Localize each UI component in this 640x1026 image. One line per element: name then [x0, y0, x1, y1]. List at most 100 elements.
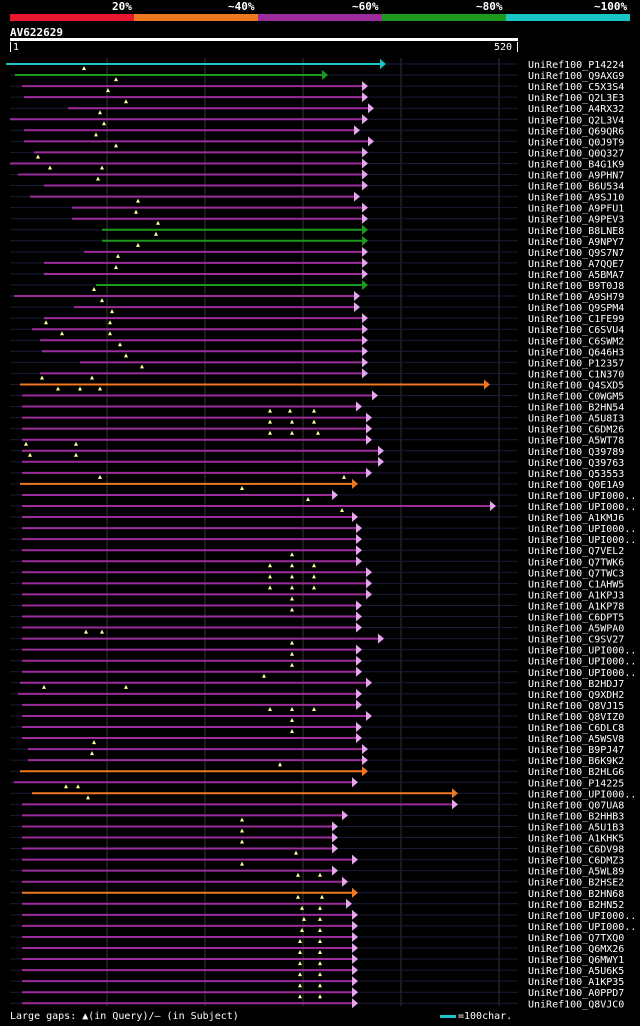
hit-name-link[interactable]: UniRef100_UPI000.. — [528, 502, 636, 513]
hit-row[interactable]: UniRef100_A5WT78 — [10, 430, 624, 447]
hit-row[interactable]: UniRef100_UPI000.. — [10, 534, 636, 546]
hit-row[interactable]: UniRef100_A9PHN7 — [10, 165, 624, 182]
hit-row[interactable]: UniRef100_P12357 — [10, 353, 624, 369]
hit-name-link[interactable]: UniRef100_A9PEV3 — [528, 215, 624, 226]
hit-name-link[interactable]: UniRef100_A1KP78 — [528, 601, 624, 612]
hit-name-link[interactable]: UniRef100_Q0Q327 — [528, 148, 624, 159]
hit-name-link[interactable]: UniRef100_B2HDJ7 — [528, 679, 624, 690]
hit-row[interactable]: UniRef100_B9PJ47 — [10, 740, 624, 756]
hit-row[interactable]: UniRef100_Q2L3V4 — [10, 110, 624, 126]
hit-row[interactable]: UniRef100_B8LNE8 — [10, 220, 624, 237]
hit-row[interactable]: UniRef100_Q7TXQ0 — [10, 927, 624, 944]
hit-name-link[interactable]: UniRef100_UPI000.. — [528, 535, 636, 546]
hit-name-link[interactable]: UniRef100_Q2L3E3 — [528, 93, 624, 104]
hit-name-link[interactable]: UniRef100_C6DPT5 — [528, 613, 624, 624]
hit-row[interactable]: UniRef100_Q9SPM4 — [10, 298, 624, 314]
hit-name-link[interactable]: UniRef100_A9SJ10 — [528, 193, 624, 204]
hit-row[interactable]: UniRef100_UPI000.. — [10, 905, 636, 922]
hit-name-link[interactable]: UniRef100_B6K9K2 — [528, 756, 624, 767]
hit-name-link[interactable]: UniRef100_A1KMJ6 — [528, 513, 624, 524]
hit-row[interactable]: UniRef100_A9PFU1 — [10, 198, 624, 215]
hit-row[interactable]: UniRef100_Q9XDH2 — [10, 684, 624, 701]
hit-name-link[interactable]: UniRef100_B2HHB3 — [528, 811, 624, 822]
hit-row[interactable]: UniRef100_C0WGM5 — [10, 386, 624, 403]
hit-name-link[interactable]: UniRef100_UPI000.. — [528, 911, 636, 922]
hit-name-link[interactable]: UniRef100_C6SWM2 — [528, 336, 624, 347]
hit-name-link[interactable]: UniRef100_Q9SPM4 — [528, 303, 624, 314]
hit-name-link[interactable]: UniRef100_C1FE99 — [528, 314, 624, 325]
hit-row[interactable]: UniRef100_UPI000.. — [10, 497, 636, 513]
hit-row[interactable]: UniRef100_A9PEV3 — [10, 209, 624, 226]
hit-row[interactable]: UniRef100_Q7VEL2 — [10, 545, 624, 557]
hit-name-link[interactable]: UniRef100_A9PHN7 — [528, 171, 624, 182]
hit-name-link[interactable]: UniRef100_C1N370 — [528, 369, 624, 380]
hit-name-link[interactable]: UniRef100_Q0E1A9 — [528, 480, 624, 491]
hit-row[interactable]: UniRef100_A1KPJ3 — [10, 585, 624, 601]
hit-name-link[interactable]: UniRef100_A9PFU1 — [528, 204, 624, 215]
hit-name-link[interactable]: UniRef100_Q7TXQ0 — [528, 933, 624, 944]
hit-row[interactable]: UniRef100_B2HLG6 — [10, 762, 624, 778]
hit-row[interactable]: UniRef100_Q39763 — [10, 452, 624, 469]
hit-name-link[interactable]: UniRef100_A5U8I3 — [528, 414, 624, 425]
hit-row[interactable]: UniRef100_Q8VJC0 — [10, 994, 624, 1010]
hit-name-link[interactable]: UniRef100_C1AHW5 — [528, 579, 624, 590]
hit-name-link[interactable]: UniRef100_C6DM26 — [528, 425, 624, 436]
hit-name-link[interactable]: UniRef100_Q8VIZ0 — [528, 712, 624, 723]
hit-name-link[interactable]: UniRef100_A5WT78 — [528, 436, 624, 447]
hit-row[interactable]: UniRef100_C5X3S4 — [10, 77, 624, 93]
hit-row[interactable]: UniRef100_C6DM26 — [10, 419, 624, 436]
hit-name-link[interactable]: UniRef100_Q53553 — [528, 469, 624, 480]
hit-name-link[interactable]: UniRef100_Q8VJC0 — [528, 999, 624, 1010]
hit-row[interactable]: UniRef100_Q69QR6 — [10, 121, 624, 137]
hit-name-link[interactable]: UniRef100_Q9S7N7 — [528, 248, 624, 259]
hit-row[interactable]: UniRef100_C1N370 — [10, 364, 624, 380]
hit-row[interactable]: UniRef100_Q6MX26 — [10, 939, 624, 955]
hit-name-link[interactable]: UniRef100_B2HN68 — [528, 889, 624, 900]
hit-row[interactable]: UniRef100_Q8VJ15 — [10, 699, 624, 712]
hit-row[interactable]: UniRef100_Q0J9T9 — [10, 132, 624, 148]
hit-name-link[interactable]: UniRef100_UPI000.. — [528, 922, 636, 933]
hit-name-link[interactable]: UniRef100_P14224 — [528, 60, 624, 71]
hit-name-link[interactable]: UniRef100_B2HLG6 — [528, 767, 624, 778]
hit-row[interactable]: UniRef100_Q6MWY1 — [10, 950, 624, 966]
hit-row[interactable]: UniRef100_UPI000.. — [10, 651, 636, 668]
hit-row[interactable]: UniRef100_Q0E1A9 — [10, 474, 624, 491]
hit-name-link[interactable]: UniRef100_C6DV98 — [528, 845, 624, 856]
hit-row[interactable]: UniRef100_Q7TWC3 — [10, 563, 624, 579]
hit-row[interactable]: UniRef100_A5U1B3 — [10, 817, 624, 833]
hit-row[interactable]: UniRef100_B2HDJ7 — [10, 673, 624, 690]
hit-name-link[interactable]: UniRef100_Q4SXD5 — [528, 380, 624, 391]
hit-row[interactable]: UniRef100_C6DMZ3 — [10, 850, 624, 867]
hit-row[interactable]: UniRef100_B2HN54 — [10, 401, 624, 414]
hit-name-link[interactable]: UniRef100_B8LNE8 — [528, 226, 624, 237]
hit-row[interactable]: UniRef100_A9NPY7 — [10, 231, 624, 248]
hit-name-link[interactable]: UniRef100_A0PPD7 — [528, 988, 624, 999]
hit-name-link[interactable]: UniRef100_A1KP35 — [528, 977, 624, 988]
hit-name-link[interactable]: UniRef100_A9NPY7 — [528, 237, 624, 248]
hit-row[interactable]: UniRef100_B2HHB3 — [10, 810, 624, 822]
hit-name-link[interactable]: UniRef100_B2HN54 — [528, 403, 624, 414]
hit-row[interactable]: UniRef100_Q0Q327 — [10, 143, 624, 159]
hit-row[interactable]: UniRef100_A5WPA0 — [10, 622, 624, 635]
hit-row[interactable]: UniRef100_UPI000.. — [10, 662, 636, 679]
hit-name-link[interactable]: UniRef100_C5X3S4 — [528, 82, 624, 93]
hit-row[interactable]: UniRef100_C1FE99 — [10, 309, 624, 325]
hit-name-link[interactable]: UniRef100_A5WSV8 — [528, 734, 624, 745]
hit-row[interactable]: UniRef100_UPI000.. — [10, 485, 636, 502]
hit-name-link[interactable]: UniRef100_UPI000.. — [528, 524, 636, 535]
hit-row[interactable]: UniRef100_A0PPD7 — [10, 983, 624, 999]
hit-name-link[interactable]: UniRef100_UPI000.. — [528, 657, 636, 668]
hit-name-link[interactable]: UniRef100_A5U6K5 — [528, 966, 624, 977]
hit-row[interactable]: UniRef100_UPI000.. — [10, 523, 636, 535]
hit-row[interactable]: UniRef100_B6U534 — [10, 176, 624, 193]
hit-row[interactable]: UniRef100_B4G1K9 — [10, 154, 624, 170]
hit-row[interactable]: UniRef100_Q9AXG9 — [10, 66, 624, 82]
hit-name-link[interactable]: UniRef100_B2HN52 — [528, 900, 624, 911]
hit-name-link[interactable]: UniRef100_Q2L3V4 — [528, 115, 624, 126]
hit-name-link[interactable]: UniRef100_Q9XDH2 — [528, 690, 624, 701]
hit-row[interactable]: UniRef100_Q07UA8 — [10, 795, 624, 811]
hit-name-link[interactable]: UniRef100_B2HSE2 — [528, 878, 624, 889]
hit-row[interactable]: UniRef100_C6DPT5 — [10, 607, 624, 624]
hit-row[interactable]: UniRef100_A1KP78 — [10, 596, 624, 612]
hit-row[interactable]: UniRef100_A7QQE7 — [10, 253, 624, 270]
